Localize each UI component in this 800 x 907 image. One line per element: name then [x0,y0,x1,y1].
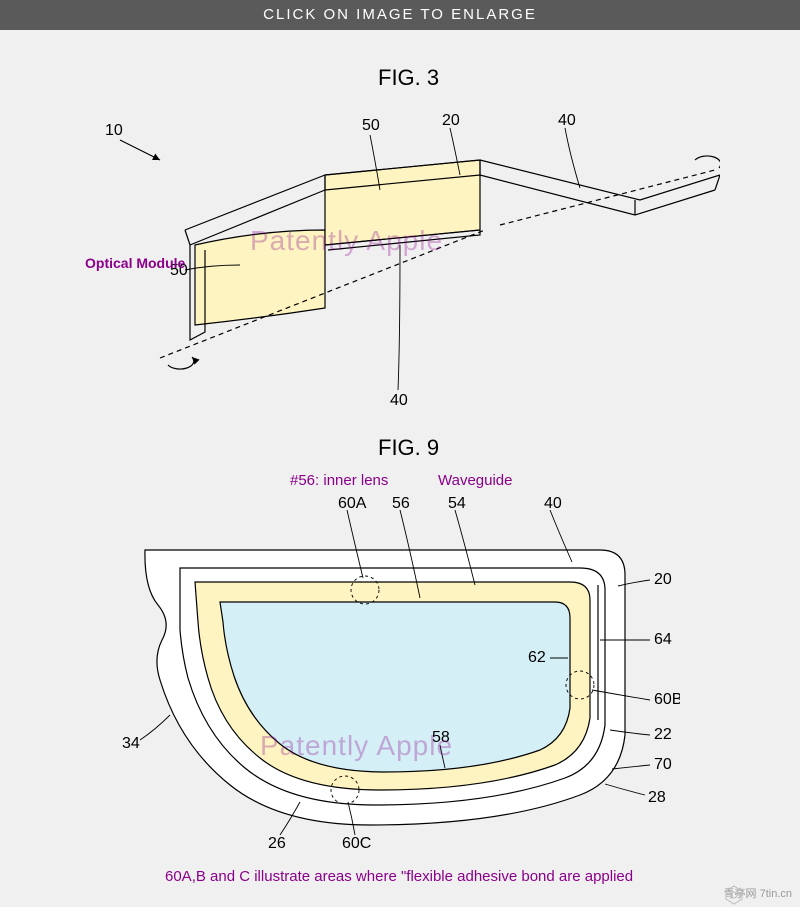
ref-34: 34 [122,735,140,752]
inner-lens-label: #56: inner lens [290,472,388,489]
ref-70: 70 [654,756,672,773]
ref-40-top: 40 [558,112,576,129]
fig3-title: FIG. 3 [378,65,439,91]
fig9-drawing: 60A 56 54 40 20 64 62 60B 22 70 28 34 58… [120,490,680,860]
ref-50-top: 50 [362,117,380,134]
fig9-title: FIG. 9 [378,435,439,461]
ref-60C: 60C [342,835,371,852]
ref-10: 10 [105,122,123,139]
ref-60B: 60B [654,691,680,708]
ref-20: 20 [654,571,672,588]
site-mark: 青亭网 7tin.cn [724,885,792,901]
bottom-caption: 60A,B and C illustrate areas where "flex… [165,868,633,885]
ref-28: 28 [648,789,666,806]
ref-40-bottom: 40 [390,392,408,409]
ref-56: 56 [392,495,410,512]
ref-20: 20 [442,112,460,129]
ref-62: 62 [528,649,546,666]
banner-text: CLICK ON IMAGE TO ENLARGE [263,6,537,23]
ref-54: 54 [448,495,466,512]
hex-icon [724,885,744,905]
ref-60A: 60A [338,495,367,512]
fig9-watermark: Patently Apple [260,730,453,762]
ref-22: 22 [654,726,672,743]
fig3-watermark: Patently Apple [250,225,443,257]
ref-64: 64 [654,631,672,648]
ref-40: 40 [544,495,562,512]
banner[interactable]: CLICK ON IMAGE TO ENLARGE [0,0,800,30]
content-area: FIG. 3 [0,30,800,907]
waveguide-label: Waveguide [438,472,513,489]
ref-26: 26 [268,835,286,852]
optical-module-label: Optical Module [85,255,185,271]
